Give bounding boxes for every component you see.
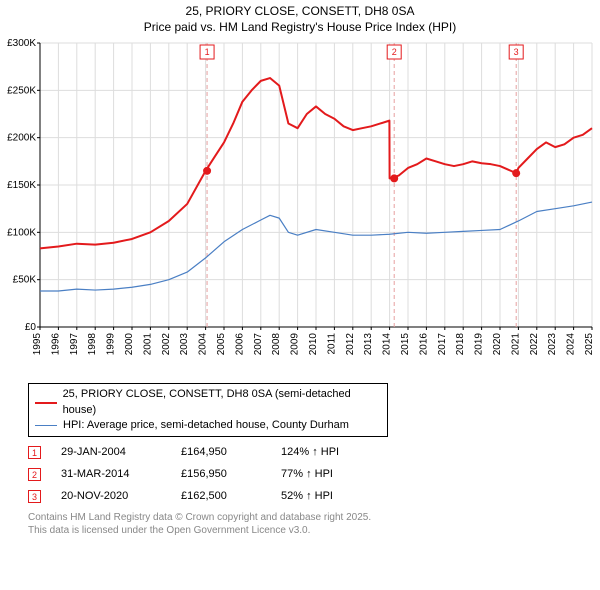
svg-text:2012: 2012 (345, 333, 356, 356)
svg-text:2008: 2008 (271, 333, 282, 356)
svg-text:2004: 2004 (198, 333, 209, 356)
legend-box: 25, PRIORY CLOSE, CONSETT, DH8 0SA (semi… (28, 383, 388, 437)
svg-text:2017: 2017 (437, 333, 448, 356)
svg-text:3: 3 (514, 47, 519, 57)
svg-text:2002: 2002 (161, 333, 172, 356)
svg-text:£100K: £100K (7, 228, 36, 239)
svg-text:2006: 2006 (234, 333, 245, 356)
legend-row-2: HPI: Average price, semi-detached house,… (35, 418, 381, 433)
svg-text:1997: 1997 (69, 333, 80, 356)
svg-text:2015: 2015 (400, 333, 411, 356)
legend-swatch-2 (35, 425, 57, 426)
event-delta-1: 124% ↑ HPI (281, 446, 371, 458)
event-date-1: 29-JAN-2004 (61, 446, 161, 458)
svg-text:£0: £0 (25, 322, 37, 333)
svg-text:2025: 2025 (584, 333, 595, 356)
legend-row-1: 25, PRIORY CLOSE, CONSETT, DH8 0SA (semi… (35, 387, 381, 418)
svg-text:1998: 1998 (87, 333, 98, 356)
svg-text:2020: 2020 (492, 333, 503, 356)
svg-text:2023: 2023 (547, 333, 558, 356)
event-row-3: 3 20-NOV-2020 £162,500 52% ↑ HPI (28, 485, 580, 507)
footer-line-2: This data is licensed under the Open Gov… (28, 524, 580, 537)
svg-text:£250K: £250K (7, 86, 36, 97)
events-table: 1 29-JAN-2004 £164,950 124% ↑ HPI 2 31-M… (28, 441, 580, 507)
chart-svg: £0 £50K £100K £150K £200K £250K £300K 1995 1996 1… (0, 37, 600, 377)
event-row-2: 2 31-MAR-2014 £156,950 77% ↑ HPI (28, 463, 580, 485)
chart-area: £0 £50K £100K £150K £200K £250K £300K 1995 1996 1… (0, 37, 600, 377)
svg-text:2018: 2018 (455, 333, 466, 356)
svg-text:2: 2 (392, 47, 397, 57)
footer-note: Contains HM Land Registry data © Crown c… (28, 511, 580, 537)
event-row-1: 1 29-JAN-2004 £164,950 124% ↑ HPI (28, 441, 580, 463)
svg-text:£200K: £200K (7, 133, 36, 144)
event-delta-2: 77% ↑ HPI (281, 468, 371, 480)
event-date-3: 20-NOV-2020 (61, 490, 161, 502)
event-marker-3: 3 (28, 490, 41, 503)
legend-label-1: 25, PRIORY CLOSE, CONSETT, DH8 0SA (semi… (63, 387, 381, 418)
svg-text:£150K: £150K (7, 180, 36, 191)
svg-text:2013: 2013 (363, 333, 374, 356)
svg-text:1996: 1996 (50, 333, 61, 356)
svg-text:2021: 2021 (510, 333, 521, 356)
svg-text:2019: 2019 (474, 333, 485, 356)
svg-text:1999: 1999 (106, 333, 117, 356)
svg-text:2014: 2014 (382, 333, 393, 356)
event-marker-1: 1 (28, 446, 41, 459)
svg-text:1: 1 (205, 47, 210, 57)
title-line-1: 25, PRIORY CLOSE, CONSETT, DH8 0SA (0, 4, 600, 20)
footer-line-1: Contains HM Land Registry data © Crown c… (28, 511, 580, 524)
svg-text:2009: 2009 (290, 333, 301, 356)
svg-text:£300K: £300K (7, 38, 36, 49)
svg-text:2010: 2010 (308, 333, 319, 356)
chart-container: 25, PRIORY CLOSE, CONSETT, DH8 0SA Price… (0, 0, 600, 590)
event-price-2: £156,950 (181, 468, 261, 480)
title-line-2: Price paid vs. HM Land Registry's House … (0, 20, 600, 36)
svg-text:£50K: £50K (13, 275, 37, 286)
svg-text:2022: 2022 (529, 333, 540, 356)
event-delta-3: 52% ↑ HPI (281, 490, 371, 502)
svg-text:2007: 2007 (253, 333, 264, 356)
svg-text:2005: 2005 (216, 333, 227, 356)
svg-text:2001: 2001 (142, 333, 153, 356)
svg-text:2011: 2011 (326, 333, 337, 355)
svg-text:1995: 1995 (32, 333, 43, 356)
svg-text:2000: 2000 (124, 333, 135, 356)
legend-label-2: HPI: Average price, semi-detached house,… (63, 418, 349, 433)
event-date-2: 31-MAR-2014 (61, 468, 161, 480)
event-price-3: £162,500 (181, 490, 261, 502)
event-price-1: £164,950 (181, 446, 261, 458)
title-block: 25, PRIORY CLOSE, CONSETT, DH8 0SA Price… (0, 0, 600, 37)
svg-text:2003: 2003 (179, 333, 190, 356)
svg-text:2016: 2016 (418, 333, 429, 356)
legend-swatch-1 (35, 402, 57, 404)
event-marker-2: 2 (28, 468, 41, 481)
svg-text:2024: 2024 (566, 333, 577, 356)
